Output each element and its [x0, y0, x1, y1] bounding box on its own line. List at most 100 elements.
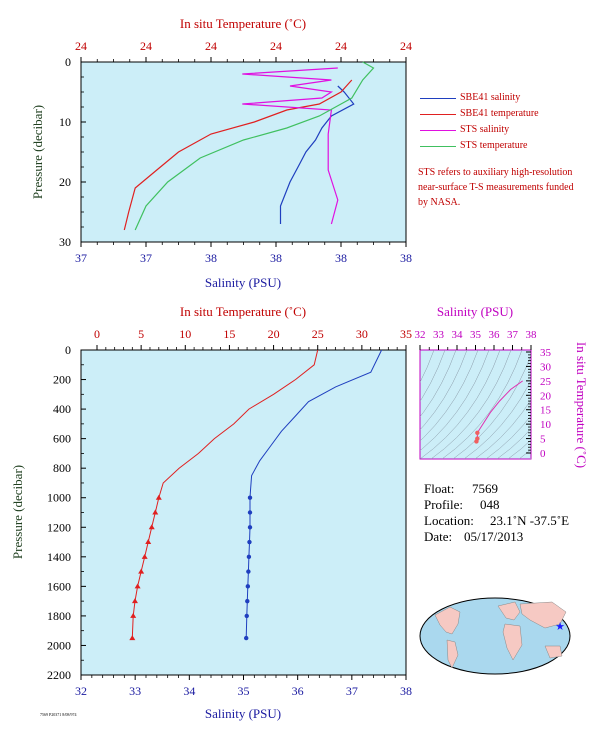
legend-swatch	[420, 114, 456, 115]
bottom-temperature-axis-title: In situ Temperature (˚C)	[180, 304, 306, 319]
tick-label: 2200	[47, 668, 71, 682]
temperature-marker	[129, 635, 136, 641]
top-series-sbe41-temperature	[123, 79, 353, 231]
tick-label: 5	[138, 327, 144, 341]
legend-label: SBE41 temperature	[460, 108, 539, 119]
salinity-marker	[247, 510, 253, 515]
density-contour	[420, 350, 479, 442]
top-series-sts-temperature	[134, 61, 375, 231]
tick-label: 25	[540, 376, 552, 388]
bottom-salinity-ticks: 32 33 34 35 36 37 38	[75, 675, 412, 698]
tick-label: 37	[140, 251, 152, 265]
info-profile-value: 048	[480, 497, 500, 512]
info-date-value: 05/17/2013	[464, 529, 524, 544]
top-temperature-ticks: 24 24 24 24 24 24	[75, 39, 412, 62]
tick-label: 24	[205, 39, 217, 53]
density-contour	[463, 379, 531, 459]
tick-label: 30	[356, 327, 368, 341]
info-date-label: Date:	[424, 529, 453, 544]
tick-label: 24	[400, 39, 412, 53]
salinity-marker	[245, 584, 251, 589]
bottom-panel: In situ Temperature (˚C) Salinity (PSU) …	[10, 304, 412, 721]
temperature-marker	[131, 598, 138, 604]
top-plot-area	[80, 61, 407, 243]
density-contour	[441, 350, 523, 459]
info-profile-label: Profile:	[424, 497, 463, 512]
tick-label: 1600	[47, 579, 71, 593]
legend-label: STS salinity	[460, 124, 510, 135]
temperature-marker	[138, 568, 145, 574]
ts-temperature-axis-title: In situ Temperature (˚C)	[574, 342, 589, 468]
legend-label: STS temperature	[460, 140, 528, 151]
tick-label: 200	[53, 373, 71, 387]
temperature-marker	[152, 509, 159, 515]
tick-label: 38	[205, 251, 217, 265]
info-profile: Profile: 048	[424, 497, 500, 513]
info-location: Location: 23.1˚N -37.5˚E	[424, 513, 569, 529]
salinity-marker	[247, 525, 253, 530]
legend-swatch	[420, 130, 456, 131]
density-contour	[485, 415, 531, 459]
tick-label: 38	[270, 251, 282, 265]
bottom-series-sbe41-salinity	[245, 349, 383, 639]
density-contour	[420, 350, 501, 459]
ts-panel: Salinity (PSU) In situ Temperature (˚C) …	[415, 304, 590, 468]
tick-label: 36	[292, 684, 304, 698]
density-contour	[496, 428, 531, 459]
tick-label: 37	[75, 251, 87, 265]
info-location-label: Location:	[424, 513, 474, 528]
sts-note: STS refers to auxiliary high-resolution …	[418, 167, 574, 208]
info-location-value: 23.1˚N -37.5˚E	[490, 513, 570, 528]
density-contour	[507, 439, 531, 459]
bottom-series-sbe41-temperature	[131, 349, 319, 639]
tick-label: 30	[540, 361, 552, 373]
tick-label: 30	[59, 235, 71, 249]
salinity-marker	[244, 635, 249, 641]
density-contour	[420, 350, 457, 418]
bottom-pressure-ticks: 0 200 400 600 800 1000 1200 1400 1600 1800 2000 220…	[47, 343, 86, 682]
tick-label: 24	[75, 39, 87, 53]
temperature-marker	[141, 553, 148, 559]
tick-label: 15	[223, 327, 235, 341]
density-contour	[474, 399, 531, 459]
tick-label: 0	[65, 343, 71, 357]
footer-small-text: 7569 P20371 8/08/974	[40, 712, 76, 717]
salinity-marker	[245, 598, 250, 604]
tick-label: 400	[53, 402, 71, 416]
map-land-asia-oceania	[519, 601, 567, 659]
ts-salinity-axis-title: Salinity (PSU)	[437, 304, 513, 319]
salinity-marker	[244, 613, 249, 619]
float-location-star: ★	[555, 621, 565, 633]
tick-label: 37	[346, 684, 358, 698]
tick-label: 38	[335, 251, 347, 265]
tick-label: 34	[452, 329, 464, 341]
bottom-temperature-ticks: 0 5 10 15 20 25 30 35	[94, 327, 412, 350]
tick-label: 1000	[47, 491, 71, 505]
tick-label: 37	[507, 329, 519, 341]
temperature-marker	[130, 612, 137, 618]
tick-label: 25	[312, 327, 324, 341]
density-contour	[430, 350, 512, 459]
tick-label: 10	[179, 327, 191, 341]
salinity-marker	[246, 554, 252, 560]
info-float-label: Float:	[424, 481, 455, 496]
tick-label: 1200	[47, 520, 71, 534]
info-date: Date: 05/17/2013	[424, 529, 523, 545]
info-float: Float: 7569	[424, 481, 498, 497]
density-contour	[452, 354, 531, 459]
tick-label: 0	[540, 448, 546, 460]
tick-label: 33	[129, 684, 141, 698]
tick-label: 10	[540, 419, 552, 431]
tick-label: 38	[526, 329, 538, 341]
bottom-pressure-axis-title: Pressure (decibar)	[10, 465, 25, 559]
top-pressure-axis-title: Pressure (decibar)	[30, 105, 45, 199]
density-contour	[420, 350, 468, 431]
legend-swatch	[420, 146, 456, 147]
temperature-marker	[148, 524, 155, 530]
temperature-marker	[155, 494, 162, 500]
tick-label: 20	[268, 327, 280, 341]
tick-label: 35	[238, 684, 250, 698]
top-series-layer	[123, 61, 375, 231]
map-land-africa-europe	[497, 601, 523, 661]
